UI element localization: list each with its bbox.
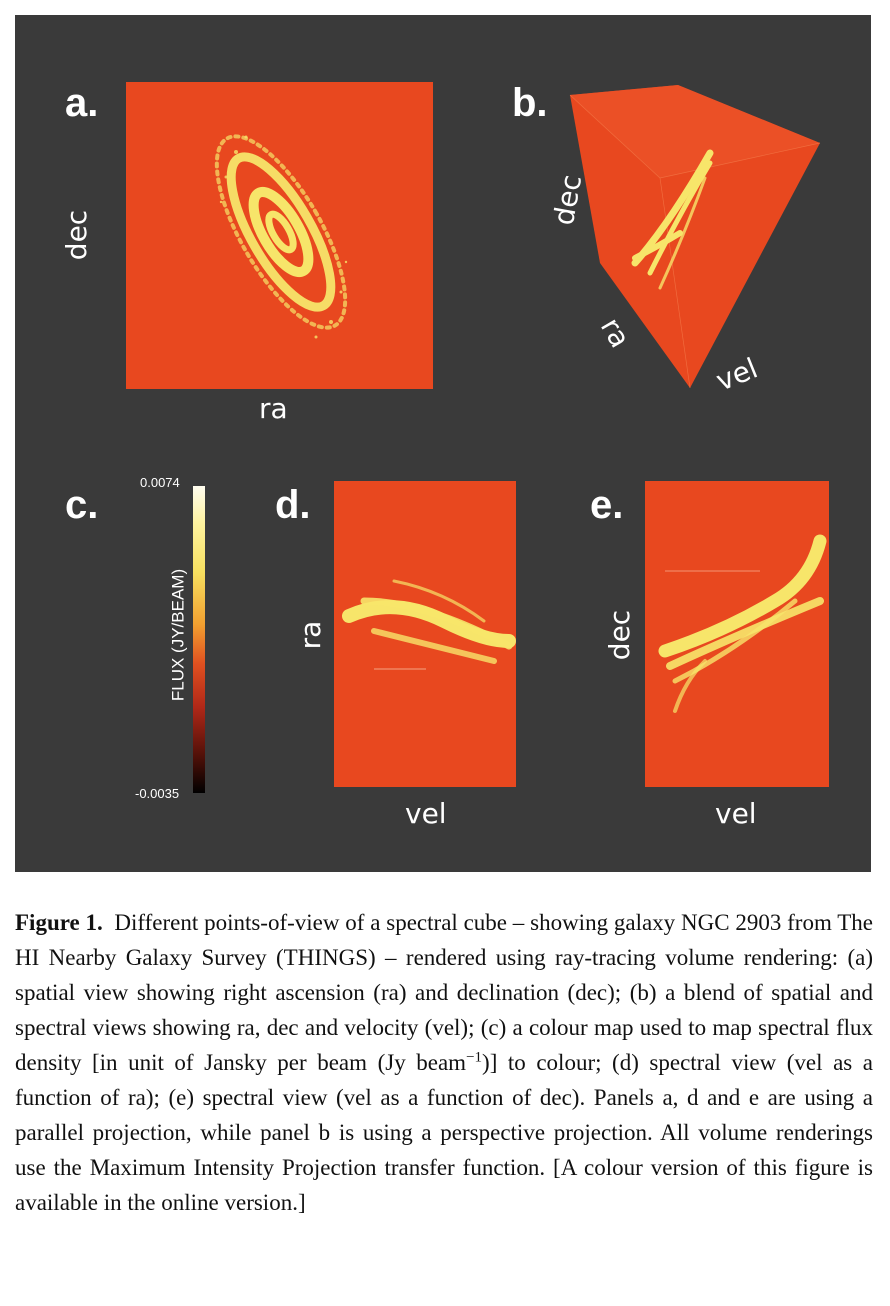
caption-body: Different points-of-view of a spectral c… <box>15 910 873 1075</box>
panel-b-label: b. <box>512 81 548 125</box>
caption-superscript: −1 <box>466 1049 483 1066</box>
caption-body-end: )] to colour; (d) spectral view (vel as … <box>15 1050 873 1215</box>
panel-a-image <box>126 82 433 389</box>
panel-e-xlabel: vel <box>715 797 757 830</box>
panel-e-image <box>645 481 829 787</box>
panel-d-ylabel: ra <box>294 620 327 650</box>
panel-a-xlabel: ra <box>259 392 288 425</box>
figure-caption: Figure 1. Different points-of-view of a … <box>15 905 873 1220</box>
panel-b-dec-label: dec <box>546 172 589 228</box>
panel-a-ylabel: dec <box>60 209 93 261</box>
panel-b-cube <box>560 83 825 393</box>
panel-d-xlabel: vel <box>405 797 447 830</box>
colorbar-max-tick: 0.0074 <box>140 475 180 490</box>
caption-title: Figure 1. <box>15 910 103 935</box>
colorbar-title: FLUX (JY/BEAM) <box>168 568 188 702</box>
colorbar <box>193 486 205 793</box>
panel-c-label: c. <box>65 483 99 527</box>
panel-e-ylabel: dec <box>603 609 636 661</box>
panel-d-label: d. <box>275 483 311 527</box>
panel-d-image <box>334 481 516 787</box>
panel-e-label: e. <box>590 483 624 527</box>
figure-panel: a. dec ra b. <box>15 15 871 872</box>
colorbar-min-tick: -0.0035 <box>135 786 180 801</box>
panel-a-label: a. <box>65 81 99 125</box>
